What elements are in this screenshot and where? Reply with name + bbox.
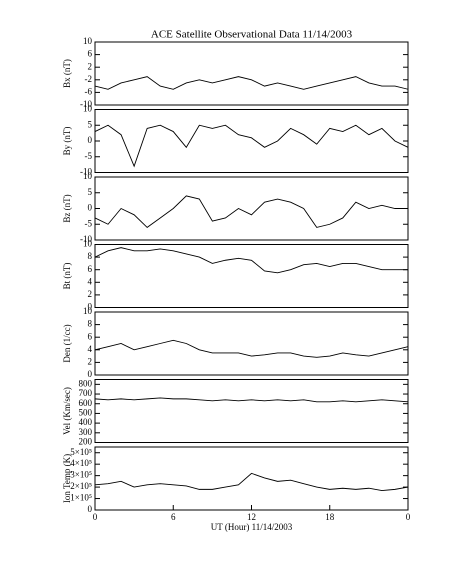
y-tick-label: 4 (88, 276, 93, 286)
x-tick-label: 0 (406, 512, 411, 522)
plot-frame (94, 244, 409, 308)
y-tick-label: -10 (80, 234, 92, 244)
y-tick-label: -5 (85, 218, 93, 228)
y-axis-label: Vel (Km/sec) (62, 387, 72, 435)
x-axis-label: UT (Hour) 11/14/2003 (211, 522, 293, 532)
y-axis-label: Bt (nT) (62, 263, 72, 290)
y-tick-label: 2 (88, 356, 93, 366)
y-axis-label: Bz (nT) (62, 194, 72, 222)
x-tick-label: 6 (171, 512, 176, 522)
y-tick-label: 4×10⁵ (70, 458, 92, 468)
y-tick-label: 10 (83, 239, 93, 249)
y-tick-label: 3×10⁵ (70, 470, 92, 480)
y-tick-label: 6 (88, 49, 93, 59)
chart-title: ACE Satellite Observational Data 11/14/2… (151, 29, 353, 41)
y-axis-label: Ion Temp (K) (62, 454, 72, 503)
y-tick-label: 6 (88, 331, 93, 341)
y-tick-label: 10 (83, 171, 93, 181)
y-tick-label: 600 (79, 398, 93, 408)
y-tick-label: 10 (83, 306, 93, 316)
x-tick-label: 0 (93, 512, 98, 522)
y-tick-label: 0 (88, 369, 93, 379)
y-axis-label: By (nT) (62, 127, 72, 156)
y-axis-label: Bx (nT) (62, 59, 72, 88)
data-line (94, 472, 409, 491)
y-tick-label: -5 (85, 151, 93, 161)
data-line (94, 195, 408, 228)
data-line (94, 397, 409, 403)
data-line (94, 339, 409, 358)
y-tick-label: 10 (83, 104, 93, 114)
y-tick-label: 2 (88, 61, 93, 71)
y-tick-label: 4 (88, 344, 93, 354)
y-tick-label: 500 (79, 407, 93, 417)
y-tick-label: -6 (85, 86, 93, 96)
y-tick-label: -10 (80, 99, 92, 109)
y-tick-label: 0 (88, 203, 93, 213)
y-tick-label: 0 (88, 135, 93, 145)
y-tick-label: 2×10⁵ (70, 481, 92, 491)
y-tick-label: 200 (79, 437, 93, 447)
y-tick-label: -10 (80, 167, 92, 177)
plot-frame (94, 41, 409, 106)
y-tick-label: 400 (79, 417, 93, 427)
y-tick-label: 700 (79, 388, 93, 398)
y-axis-label: Den (1/cc) (62, 324, 72, 362)
plot-frame (94, 379, 409, 443)
y-tick-label: 2 (88, 289, 93, 299)
plot-frame (94, 311, 409, 376)
y-tick-label: 8 (88, 319, 93, 329)
y-tick-label: 6 (88, 264, 93, 274)
y-tick-label: -2 (85, 74, 93, 84)
y-tick-label: 5×10⁵ (70, 447, 92, 457)
y-tick-label: 0 (88, 302, 93, 312)
y-tick-label: 300 (79, 427, 93, 437)
plot-frame (94, 109, 409, 173)
plot-frame (94, 446, 409, 511)
x-tick-label: 18 (325, 512, 335, 522)
y-tick-label: 8 (88, 251, 93, 261)
data-line (94, 76, 409, 90)
x-tick-label: 12 (247, 512, 256, 522)
plot-frame (94, 176, 409, 241)
y-tick-label: 5 (88, 187, 93, 197)
y-tick-label: 5 (88, 119, 93, 129)
y-tick-label: 0 (88, 504, 93, 514)
y-tick-label: 1×10⁵ (70, 493, 92, 503)
y-tick-label: 10 (83, 36, 93, 46)
data-line (94, 247, 408, 274)
data-line (94, 124, 409, 168)
y-tick-label: 800 (79, 378, 93, 388)
